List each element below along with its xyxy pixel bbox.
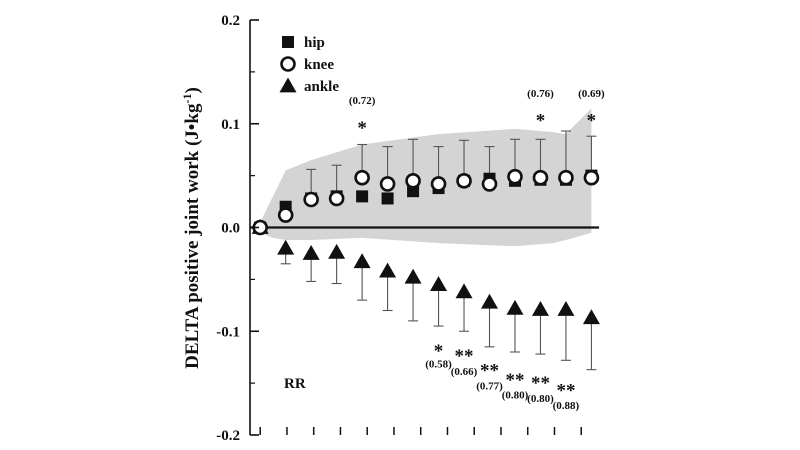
ankle-legend-marker bbox=[279, 77, 297, 93]
variability-band bbox=[260, 108, 592, 247]
y-axis-label-main: DELTA positive joint work (J•kg bbox=[182, 103, 203, 369]
knee-point bbox=[456, 173, 472, 189]
knee-point bbox=[405, 173, 421, 189]
effect-size-label: (0.69) bbox=[578, 88, 605, 100]
ankle-point bbox=[455, 283, 473, 299]
knee-point bbox=[507, 168, 523, 185]
significance-star: * bbox=[536, 111, 546, 132]
hip-point bbox=[407, 185, 420, 198]
ankle-legend-label: ankle bbox=[304, 79, 339, 95]
knee-point bbox=[583, 169, 600, 186]
y-axis-layer: 0.2 0.1 0.0 -0.1 -0.2 bbox=[216, 13, 259, 444]
hip-legend-marker bbox=[282, 36, 294, 48]
ankle-point bbox=[353, 253, 371, 269]
ankle-point bbox=[430, 276, 448, 291]
knee-point bbox=[481, 176, 498, 192]
effect-size-label: (0.88) bbox=[553, 400, 580, 412]
effect-size-label: (0.80) bbox=[527, 393, 554, 405]
hip-point bbox=[381, 192, 394, 205]
x-axis-layer bbox=[259, 427, 582, 435]
ankle-point bbox=[506, 299, 524, 315]
significance-star: * bbox=[587, 111, 597, 132]
marker-layer bbox=[251, 168, 600, 325]
effect-size-label: (0.77) bbox=[476, 380, 503, 392]
y-axis-label: DELTA positive joint work (J•kg-1) bbox=[180, 87, 203, 369]
y-tick-label: 0.2 bbox=[221, 13, 240, 29]
y-tick-label: 0.0 bbox=[221, 221, 240, 237]
ankle-point bbox=[379, 262, 397, 278]
ankle-point bbox=[582, 309, 600, 325]
knee-point bbox=[328, 190, 345, 207]
ankle-point bbox=[557, 300, 575, 316]
significance-star: ** bbox=[480, 361, 499, 382]
knee-point bbox=[558, 169, 574, 186]
y-tick-label: 0.1 bbox=[221, 117, 240, 133]
ankle-point bbox=[302, 244, 320, 260]
effect-size-label: (0.72) bbox=[349, 95, 376, 107]
knee-point bbox=[277, 207, 294, 223]
hip-legend-label: hip bbox=[304, 35, 325, 51]
significance-star: ** bbox=[505, 370, 524, 391]
knee-point bbox=[379, 176, 396, 192]
significance-annotation-layer: *(0.72)*(0.76)*(0.69)*(0.58) **(0.66) **(0… bbox=[349, 88, 605, 412]
ankle-point bbox=[531, 300, 549, 316]
significance-star: * bbox=[357, 118, 367, 139]
y-tick-label: -0.2 bbox=[216, 428, 240, 444]
knee-point bbox=[303, 191, 319, 208]
legend: hip knee ankle bbox=[279, 35, 339, 95]
ankle-point bbox=[277, 239, 295, 255]
knee-point bbox=[532, 169, 549, 186]
y-axis-label-close: ) bbox=[182, 87, 203, 93]
variability-band-layer bbox=[260, 108, 592, 247]
ankle-point bbox=[328, 243, 346, 259]
condition-label: RR bbox=[284, 376, 306, 392]
ankle-point bbox=[404, 268, 422, 284]
effect-size-label: (0.76) bbox=[527, 88, 554, 100]
knee-point bbox=[430, 176, 447, 192]
ankle-point bbox=[481, 293, 499, 309]
significance-star: ** bbox=[531, 373, 550, 394]
knee-legend-label: knee bbox=[304, 57, 334, 73]
effect-size-label: (0.66) bbox=[451, 366, 478, 378]
hip-point bbox=[356, 190, 369, 203]
y-tick-label: -0.1 bbox=[216, 324, 240, 340]
y-axis-label-superscript: -1 bbox=[180, 94, 194, 104]
knee-legend-marker bbox=[280, 56, 296, 72]
significance-star: ** bbox=[455, 346, 474, 367]
significance-star: ** bbox=[556, 380, 575, 401]
effect-size-label: (0.58) bbox=[425, 359, 452, 371]
knee-point bbox=[354, 169, 370, 186]
effect-size-label: (0.80) bbox=[502, 390, 529, 402]
significance-star: * bbox=[434, 341, 444, 362]
